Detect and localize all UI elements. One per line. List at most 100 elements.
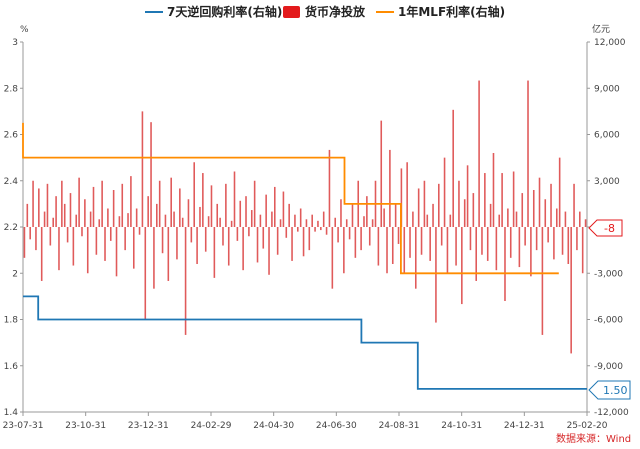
net-injection-bar xyxy=(164,214,167,227)
legend-mlf-label: 1年MLF利率(右轴) xyxy=(398,4,505,19)
net-injection-bar xyxy=(518,227,521,268)
net-injection-bar xyxy=(268,227,270,275)
x-axis-tick-label: 24-10-31 xyxy=(441,421,482,431)
right-axis-tick-label: 3,000 xyxy=(594,177,620,187)
net-injection-bar xyxy=(176,227,178,260)
net-injection-bar xyxy=(144,227,147,320)
net-injection-bar xyxy=(170,177,172,227)
x-axis-tick-label: 24-02-29 xyxy=(191,421,232,431)
net-injection-bar xyxy=(273,186,276,227)
net-injection-bar xyxy=(35,227,37,251)
net-injection-bar xyxy=(23,227,26,258)
net-injection-bar xyxy=(141,111,144,228)
net-injection-bar xyxy=(265,194,267,228)
net-injection-bar xyxy=(535,227,538,251)
net-injection-bar xyxy=(429,227,431,261)
net-injection-bar xyxy=(26,203,29,228)
left-axis-tick-label: 3 xyxy=(12,38,18,48)
net-injection-bar xyxy=(158,180,161,227)
x-axis-ticks: 23-07-31 23-10-31 23-12-31 24-02-29 24-04-30… xyxy=(3,412,608,431)
x-axis-tick-label: 23-07-31 xyxy=(3,421,44,431)
net-injection-bar xyxy=(383,208,385,227)
rate-lines xyxy=(22,122,587,390)
net-injection-bar xyxy=(472,193,475,227)
net-injection-bar xyxy=(81,227,83,237)
net-injection-bar xyxy=(561,227,564,255)
net-injection-bar xyxy=(420,227,423,255)
net-injection-bar xyxy=(314,227,316,232)
net-injection-bar xyxy=(253,180,256,227)
net-injection-bar xyxy=(282,191,285,227)
net-injection-bar xyxy=(343,227,345,274)
net-injection-bar xyxy=(486,227,489,261)
net-injection-bar xyxy=(279,219,282,227)
left-axis-tick-label: 2 xyxy=(12,269,18,279)
net-injection-bar xyxy=(366,196,368,227)
net-injection-bar xyxy=(504,227,506,301)
net-injection-bar xyxy=(210,185,213,227)
net-injection-bar xyxy=(446,227,449,274)
net-injection-bar xyxy=(389,149,391,227)
net-injection-bar xyxy=(495,227,498,271)
net-injection-bar xyxy=(331,227,334,289)
net-injection-bar xyxy=(363,216,365,227)
net-injection-bar xyxy=(435,227,437,323)
net-injection-bar xyxy=(40,227,43,281)
net-injection-bar xyxy=(403,227,406,274)
left-axis-tick-label: 2.6 xyxy=(4,131,19,141)
net-injection-bar xyxy=(311,214,313,227)
left-axis-tick-label: 2.2 xyxy=(4,223,18,233)
reverse-repo-callout: 1.50 xyxy=(588,380,631,400)
net-injection-bar xyxy=(524,227,526,246)
net-injection-bar xyxy=(555,208,558,227)
net-injection-bar xyxy=(297,227,299,232)
net-injection-bar xyxy=(380,120,383,228)
net-injection-bar xyxy=(202,173,204,227)
left-axis-unit: % xyxy=(20,25,29,35)
right-axis-tick-label: -9,000 xyxy=(594,362,623,372)
net-injection-bar xyxy=(213,227,216,278)
net-injection-bar xyxy=(334,217,336,227)
net-injection-bar xyxy=(443,157,446,228)
net-injection-bar xyxy=(394,203,397,228)
net-injection-bar xyxy=(193,162,195,227)
net-injection-bar xyxy=(584,219,587,227)
net-injection-bar xyxy=(219,217,221,227)
net-injection-bar xyxy=(101,180,103,227)
net-injection-bar xyxy=(184,227,187,335)
net-injection-bar xyxy=(351,203,354,228)
net-injection-bar xyxy=(573,183,575,227)
net-injection-bar xyxy=(66,227,69,243)
net-injection-bar xyxy=(179,188,181,227)
net-injection-bar xyxy=(576,227,578,251)
net-injection-bar xyxy=(181,217,184,227)
net-injection-bar xyxy=(515,211,518,227)
net-injection-bar xyxy=(294,214,296,227)
net-injection-bar xyxy=(276,227,279,255)
left-axis-tick-label: 1.4 xyxy=(4,408,19,418)
net-injection-bar xyxy=(449,214,452,227)
net-injection-bar xyxy=(121,183,124,227)
net-injection-bar xyxy=(391,227,394,264)
net-injection-bar xyxy=(190,227,193,243)
net-injection-bar xyxy=(118,216,121,227)
net-injection-bar xyxy=(150,122,152,227)
net-injection-bar xyxy=(132,227,135,269)
net-injection-bar xyxy=(328,149,331,227)
net-injection-bar xyxy=(161,227,164,254)
net-injection-bar xyxy=(250,210,253,227)
net-injection-bar xyxy=(412,211,414,227)
x-axis-tick-label: 24-06-30 xyxy=(316,421,357,431)
net-injection-bar xyxy=(130,176,132,227)
right-axis-tick-label: 12,000 xyxy=(594,38,626,48)
net-injection-bar xyxy=(256,227,259,263)
right-axis-ticks: 12,0009,0006,0003,0000-3,000-6,000-9,000… xyxy=(587,38,629,418)
net-injection-bar xyxy=(417,188,420,227)
net-injection-bar xyxy=(153,227,155,289)
net-injection-bar xyxy=(325,227,328,235)
net-injection-bar xyxy=(458,180,460,227)
net-injection-bar xyxy=(432,203,434,228)
net-injection-bar xyxy=(299,208,302,227)
x-axis-tick-label: 25-02-20 xyxy=(567,421,608,431)
